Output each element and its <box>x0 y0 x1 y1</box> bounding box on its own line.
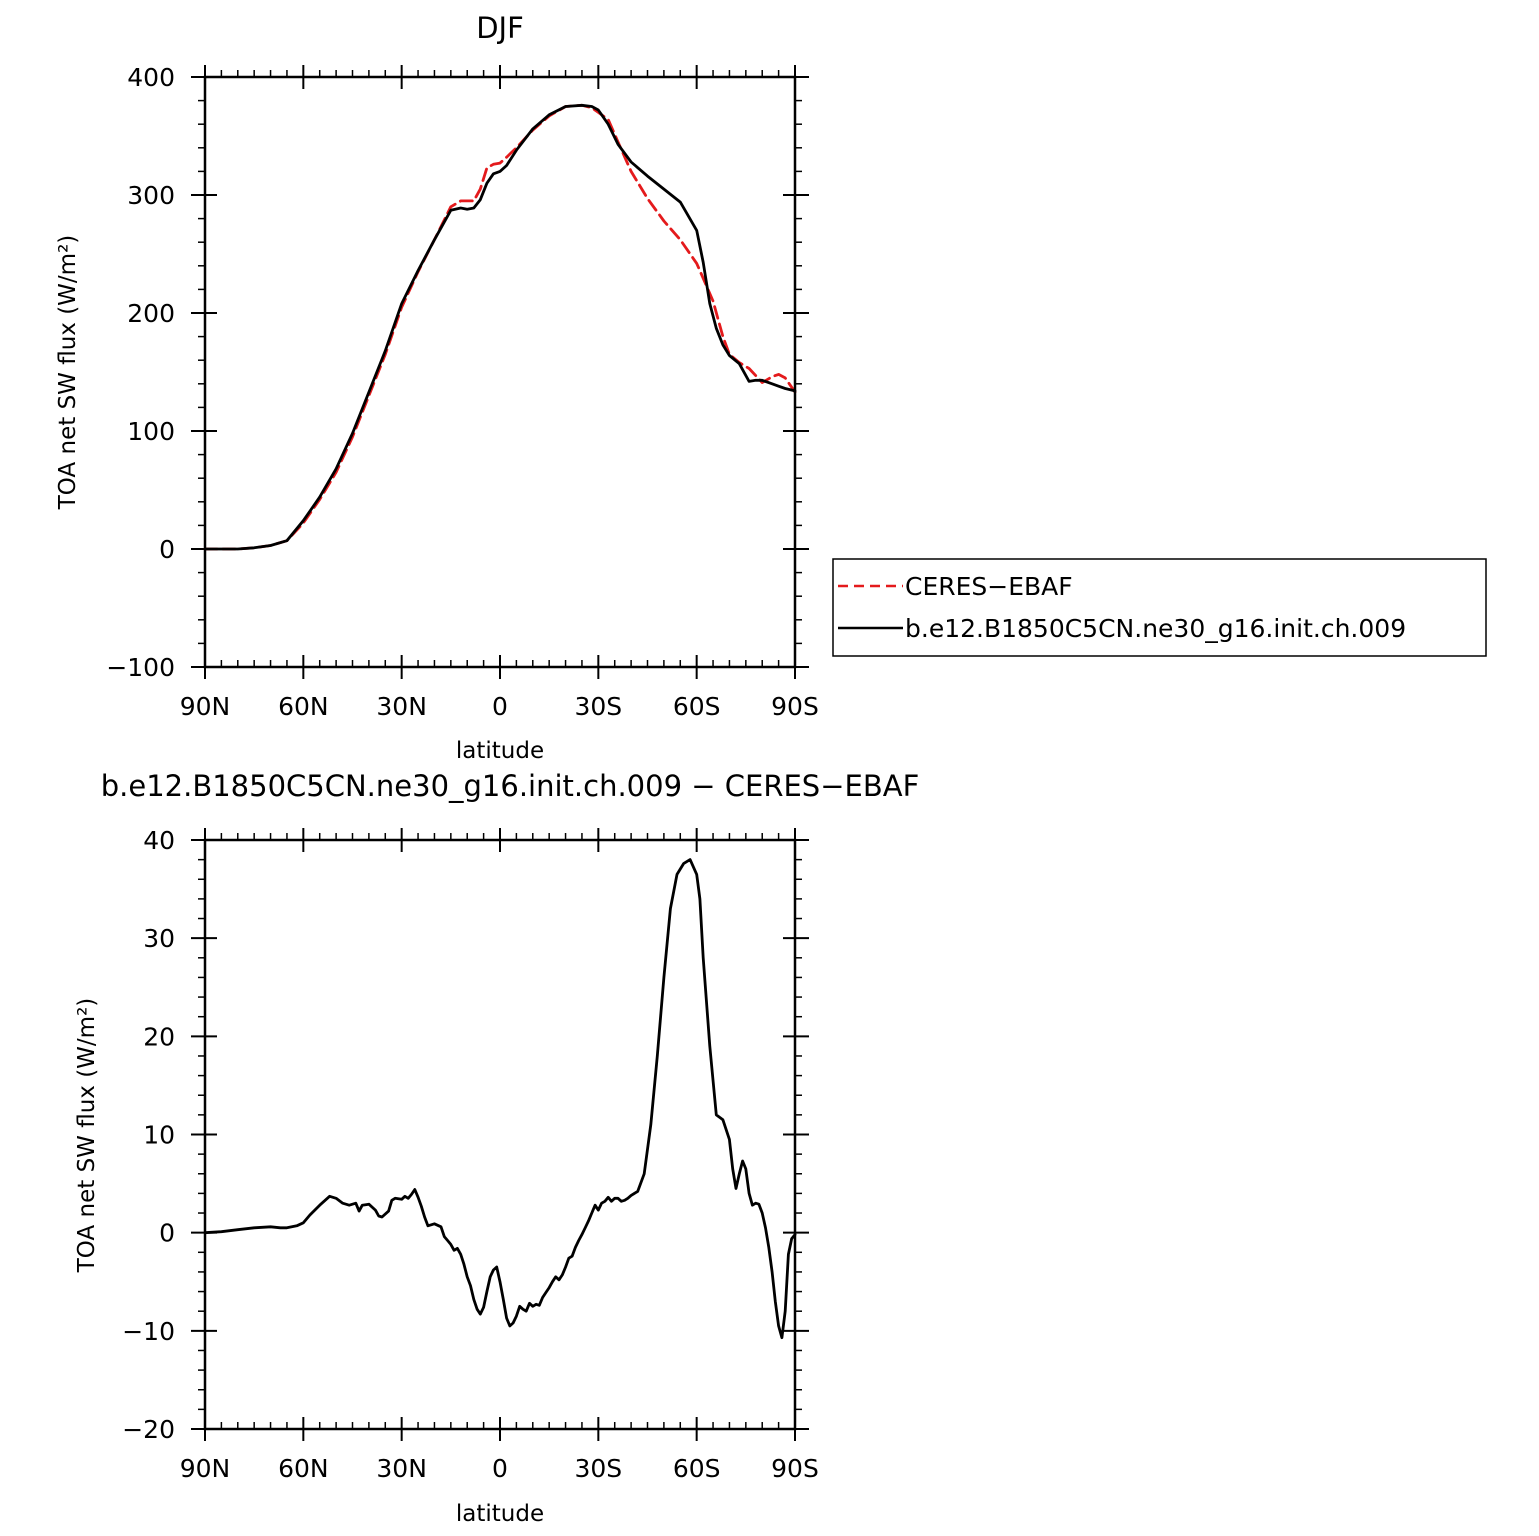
x-tick-label: 0 <box>492 692 508 721</box>
x-tick-label: 60S <box>673 692 721 721</box>
y-tick-label: 0 <box>159 535 175 564</box>
bottom-chart-title: b.e12.B1850C5CN.ne30_g16.init.ch.009 − C… <box>101 769 920 803</box>
y-tick-label: 100 <box>127 417 175 446</box>
legend-label-model: b.e12.B1850C5CN.ne30_g16.init.ch.009 <box>905 614 1406 643</box>
bottom-chart-x-axis-label: latitude <box>456 1501 544 1527</box>
top-chart-y-axis-label: TOA net SW flux (W/m²) <box>55 235 81 511</box>
y-tick-label: 40 <box>143 826 175 855</box>
x-tick-label: 30S <box>574 692 622 721</box>
x-tick-label: 60N <box>278 1454 329 1483</box>
bottom-chart-series <box>203 858 797 1340</box>
x-tick-label: 90N <box>180 692 231 721</box>
x-tick-label: 0 <box>492 1454 508 1483</box>
x-tick-label: 60N <box>278 692 329 721</box>
top-chart-title: DJF <box>476 11 524 45</box>
x-tick-label: 30N <box>376 1454 427 1483</box>
bottom-chart-y-axis-label: TOA net SW flux (W/m²) <box>74 998 100 1274</box>
top-chart-series <box>203 103 797 551</box>
x-tick-label: 30N <box>376 692 427 721</box>
top-chart-plot-frame <box>203 75 797 669</box>
x-tick-label: 30S <box>574 1454 622 1483</box>
y-tick-label: 200 <box>127 299 175 328</box>
y-tick-label: −10 <box>122 1317 175 1346</box>
y-tick-label: 20 <box>143 1022 175 1051</box>
top-chart-y-tick-labels: −100 0 100 200 300 400 <box>106 63 175 682</box>
y-tick-label: 400 <box>127 63 175 92</box>
top-chart-x-tick-labels: 90N 60N 30N 0 30S 60S 90S <box>180 692 819 721</box>
bottom-chart-x-tick-labels: 90N 60N 30N 0 30S 60S 90S <box>180 1454 819 1483</box>
top-chart-series-line-1 <box>203 103 797 551</box>
y-tick-label: 0 <box>159 1219 175 1248</box>
x-tick-label: 90S <box>771 692 819 721</box>
bottom-chart-plot-frame <box>203 838 797 1431</box>
bottom-chart-ticks <box>191 828 809 1441</box>
top-chart-series-line-2 <box>203 103 797 551</box>
legend-box <box>832 558 1487 657</box>
bottom-chart-y-tick-labels: −20 −10 0 10 20 30 40 <box>122 826 175 1444</box>
y-tick-label: 300 <box>127 181 175 210</box>
bottom-chart-panel: b.e12.B1850C5CN.ne30_g16.init.ch.009 − C… <box>74 769 919 1527</box>
x-tick-label: 90N <box>180 1454 231 1483</box>
y-tick-label: −100 <box>106 653 175 682</box>
bottom-chart-series-line-1 <box>203 858 797 1340</box>
top-chart-panel: DJF 90N 60N 30N 0 30S 60S 90S −100 0 100 200 300 40… <box>55 11 819 764</box>
top-chart-x-axis-label: latitude <box>456 738 544 764</box>
y-tick-label: −20 <box>122 1415 175 1444</box>
legend-label-ceres-ebaf: CERES−EBAF <box>905 572 1073 601</box>
x-tick-label: 60S <box>673 1454 721 1483</box>
x-tick-label: 90S <box>771 1454 819 1483</box>
top-chart-legend: CERES−EBAF b.e12.B1850C5CN.ne30_g16.init… <box>832 558 1487 657</box>
y-tick-label: 30 <box>143 924 175 953</box>
y-tick-label: 10 <box>143 1121 175 1150</box>
top-chart-ticks <box>191 65 809 679</box>
